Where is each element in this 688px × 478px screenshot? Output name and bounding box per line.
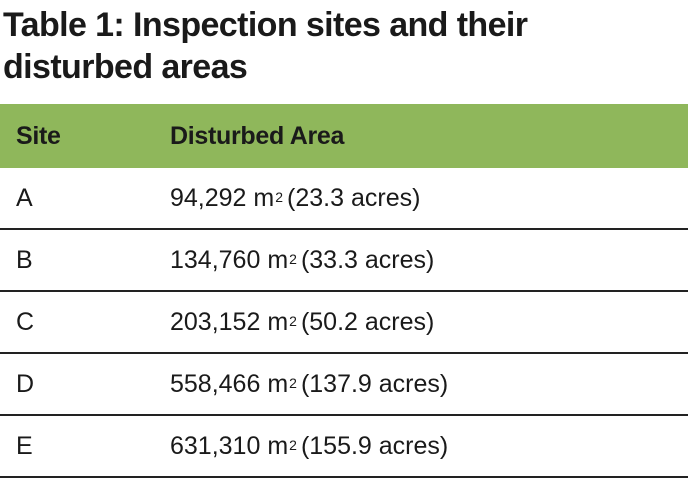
column-header-disturbed-area: Disturbed Area [170,121,345,150]
table-row: D 558,466 m 2 (137.9 acres) [0,354,688,416]
site-cell: C [16,307,35,336]
table-row: C 203,152 m 2 (50.2 acres) [0,292,688,354]
table-row: A 94,292 m 2 (23.3 acres) [0,168,688,230]
area-acres: (137.9 acres) [300,369,449,398]
area-square-meters: 203,152 m [170,307,289,336]
site-cell: E [16,431,33,460]
area-square-meters: 94,292 m [170,183,275,212]
area-acres: (155.9 acres) [300,431,449,460]
disturbed-area-cell: 631,310 m 2 (155.9 acres) [170,431,449,460]
inspection-sites-table: Site Disturbed Area A 94,292 m 2 (23.3 acr… [0,104,688,478]
table-title: Table 1: Inspection sites and their dist… [3,6,528,86]
disturbed-area-cell: 134,760 m 2 (33.3 acres) [170,245,435,274]
disturbed-area-cell: 94,292 m 2 (23.3 acres) [170,183,421,212]
site-cell: B [16,245,33,274]
area-square-meters: 558,466 m [170,369,289,398]
area-square-meters: 134,760 m [170,245,289,274]
area-square-meters: 631,310 m [170,431,289,460]
area-acres: (50.2 acres) [300,307,435,336]
disturbed-area-cell: 203,152 m 2 (50.2 acres) [170,307,435,336]
site-cell: A [16,183,33,212]
disturbed-area-cell: 558,466 m 2 (137.9 acres) [170,369,449,398]
area-acres: (23.3 acres) [287,183,421,212]
table-header-row: Site Disturbed Area [0,104,688,168]
area-acres: (33.3 acres) [300,245,435,274]
column-header-site: Site [16,121,61,150]
table-row: B 134,760 m 2 (33.3 acres) [0,230,688,292]
site-cell: D [16,369,35,398]
table-row: E 631,310 m 2 (155.9 acres) [0,416,688,478]
